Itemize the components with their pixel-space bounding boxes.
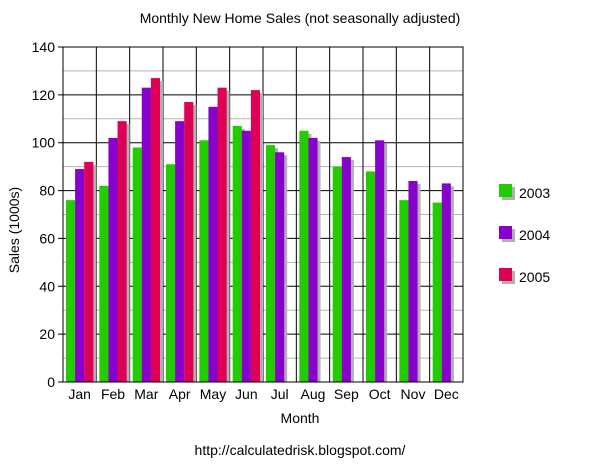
x-tick-label: Sep xyxy=(334,386,359,402)
bar-2004-jul xyxy=(275,152,285,382)
bar-2003-jun xyxy=(232,125,242,382)
y-tick-label: 60 xyxy=(39,230,55,246)
bar-2004-jun xyxy=(241,130,251,382)
x-tick-label: Jan xyxy=(68,386,91,402)
y-tick-label: 0 xyxy=(47,374,55,390)
y-axis-label: Sales (1000s) xyxy=(6,187,22,273)
bar-2003-feb xyxy=(99,185,109,382)
bar-2004-jan xyxy=(75,169,85,382)
legend-swatch-2005 xyxy=(499,268,512,281)
bar-2005-may xyxy=(217,87,227,382)
legend: 2003 2004 2005 xyxy=(499,184,550,285)
y-tick-label: 80 xyxy=(39,183,55,199)
y-tick-label: 140 xyxy=(32,39,56,55)
bar-2004-may xyxy=(208,106,218,383)
x-tick-label: Aug xyxy=(301,386,326,402)
bar-2004-apr xyxy=(175,121,185,382)
bar-2005-jan xyxy=(84,161,94,382)
y-tick-label: 40 xyxy=(39,278,55,294)
bar-2005-apr xyxy=(184,102,194,383)
x-tick-label: Oct xyxy=(369,386,391,402)
bar-2003-may xyxy=(199,140,209,382)
bar-2003-dec xyxy=(432,202,442,382)
bar-2004-sep xyxy=(341,157,351,382)
y-tick-label: 20 xyxy=(39,326,55,342)
bar-2003-oct xyxy=(366,171,376,382)
legend-label-2004: 2004 xyxy=(519,227,550,243)
bar-2004-mar xyxy=(141,87,151,382)
bar-2004-aug xyxy=(308,137,318,382)
y-tick-label: 100 xyxy=(32,135,56,151)
axes: 0 20 40 60 80 100 120 140 Jan Feb Mar Apr May Jun Jul A… xyxy=(32,39,464,402)
x-tick-label: Jul xyxy=(271,386,289,402)
source-url: http://calculatedrisk.blogspot.com/ xyxy=(195,442,406,458)
bar-2005-jun xyxy=(250,90,260,383)
bar-2003-apr xyxy=(166,164,176,382)
x-tick-label: Apr xyxy=(169,386,191,402)
x-tick-label: Dec xyxy=(434,386,459,402)
bar-2004-dec xyxy=(441,183,451,382)
bar-2005-feb xyxy=(117,121,127,382)
x-tick-label: May xyxy=(200,386,226,402)
bar-2004-feb xyxy=(108,137,118,382)
bar-2005-mar xyxy=(150,78,160,382)
chart-title: Monthly New Home Sales (not seasonally a… xyxy=(140,10,461,26)
bar-2003-jan xyxy=(66,200,76,382)
legend-label-2003: 2003 xyxy=(519,185,550,201)
plot-frame xyxy=(62,46,464,383)
x-tick-label: Jun xyxy=(235,386,258,402)
bar-2003-mar xyxy=(132,147,142,382)
bars xyxy=(66,78,454,383)
bar-2003-nov xyxy=(399,200,409,382)
bar-2003-sep xyxy=(332,166,342,382)
legend-swatch-2003 xyxy=(499,184,512,197)
bar-2004-nov xyxy=(408,181,418,382)
legend-swatch-2004 xyxy=(499,226,512,239)
y-tick-label: 120 xyxy=(32,87,56,103)
bar-2003-aug xyxy=(299,130,309,382)
x-axis-label: Month xyxy=(281,410,320,426)
legend-label-2005: 2005 xyxy=(519,269,550,285)
x-tick-label: Mar xyxy=(134,386,158,402)
x-tick-label: Feb xyxy=(101,386,125,402)
x-tick-label: Nov xyxy=(401,386,426,402)
bar-2004-oct xyxy=(375,140,385,382)
bar-2003-jul xyxy=(266,145,276,382)
